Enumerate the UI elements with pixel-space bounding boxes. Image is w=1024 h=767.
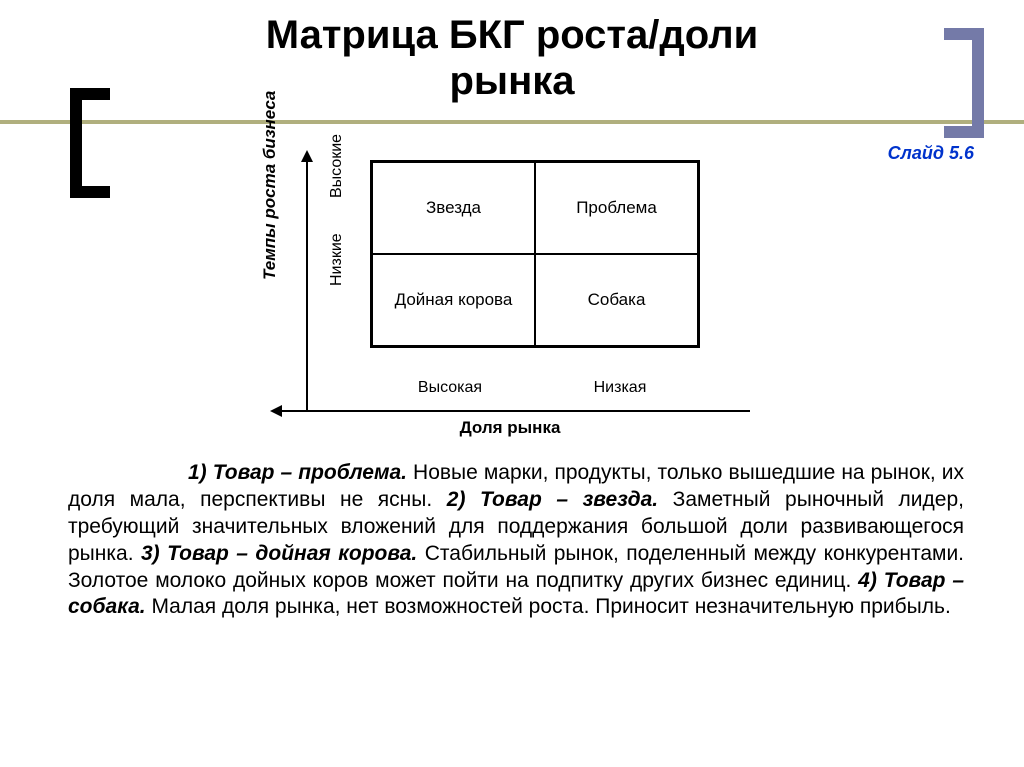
x-axis-line: [278, 410, 750, 412]
x-axis-label: Доля рынка: [270, 418, 750, 438]
title-line-1: Матрица БКГ роста/доли: [266, 13, 758, 57]
cell-star: Звезда: [372, 162, 535, 254]
cell-cash-cow: Дойная корова: [372, 254, 535, 346]
y-axis-arrowhead-icon: [301, 150, 313, 162]
desc-4-text: Малая доля рынка, нет возможностей роста…: [146, 595, 951, 618]
cell-dog: Собака: [535, 254, 698, 346]
divider-line: [0, 120, 1024, 124]
y-sublabel-high: Высокие: [328, 134, 346, 198]
bcg-matrix-diagram: Темпы роста бизнеса Доля рынка Высокие Н…: [270, 150, 750, 430]
description-paragraph: 1) Товар – проблема. Новые марки, продук…: [68, 460, 964, 621]
x-sublabel-high: Высокая: [370, 379, 530, 397]
y-axis-line: [306, 158, 308, 410]
desc-1-label: 1) Товар – проблема.: [188, 461, 407, 484]
cell-problem: Проблема: [535, 162, 698, 254]
matrix-grid: Звезда Проблема Дойная корова Собака: [370, 160, 700, 348]
slide-number-label: Слайд 5.6: [888, 143, 974, 164]
title-line-2: рынка: [449, 59, 574, 103]
y-sublabel-low: Низкие: [328, 233, 346, 286]
slide-title: Матрица БКГ роста/доли рынка: [0, 12, 1024, 104]
y-axis-label: Темпы роста бизнеса: [260, 91, 280, 280]
bracket-left-decoration: [70, 88, 110, 198]
desc-2-label: 2) Товар – звезда.: [447, 488, 658, 511]
x-axis-arrowhead-icon: [270, 405, 282, 417]
x-sublabel-low: Низкая: [540, 379, 700, 397]
desc-3-label: 3) Товар – дойная корова.: [141, 542, 417, 565]
